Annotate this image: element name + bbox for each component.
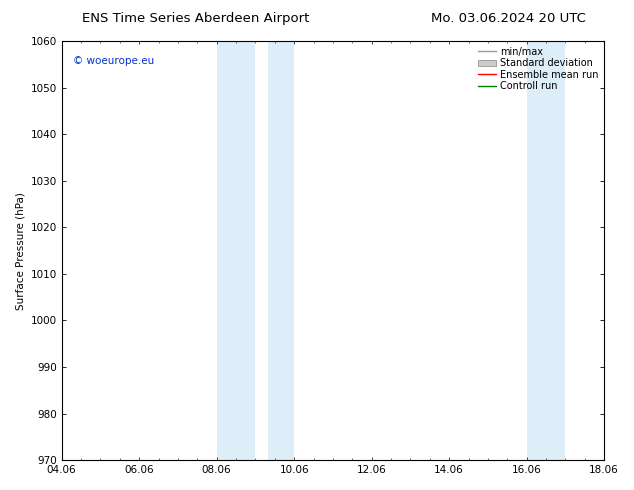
Legend: min/max, Standard deviation, Ensemble mean run, Controll run: min/max, Standard deviation, Ensemble me… [474,43,602,95]
Text: ENS Time Series Aberdeen Airport: ENS Time Series Aberdeen Airport [82,12,310,25]
Bar [268,41,294,460]
Bar [527,41,566,460]
Y-axis label: Surface Pressure (hPa): Surface Pressure (hPa) [15,192,25,310]
Text: © woeurope.eu: © woeurope.eu [72,56,154,66]
Text: Mo. 03.06.2024 20 UTC: Mo. 03.06.2024 20 UTC [431,12,586,25]
Bar [217,41,256,460]
